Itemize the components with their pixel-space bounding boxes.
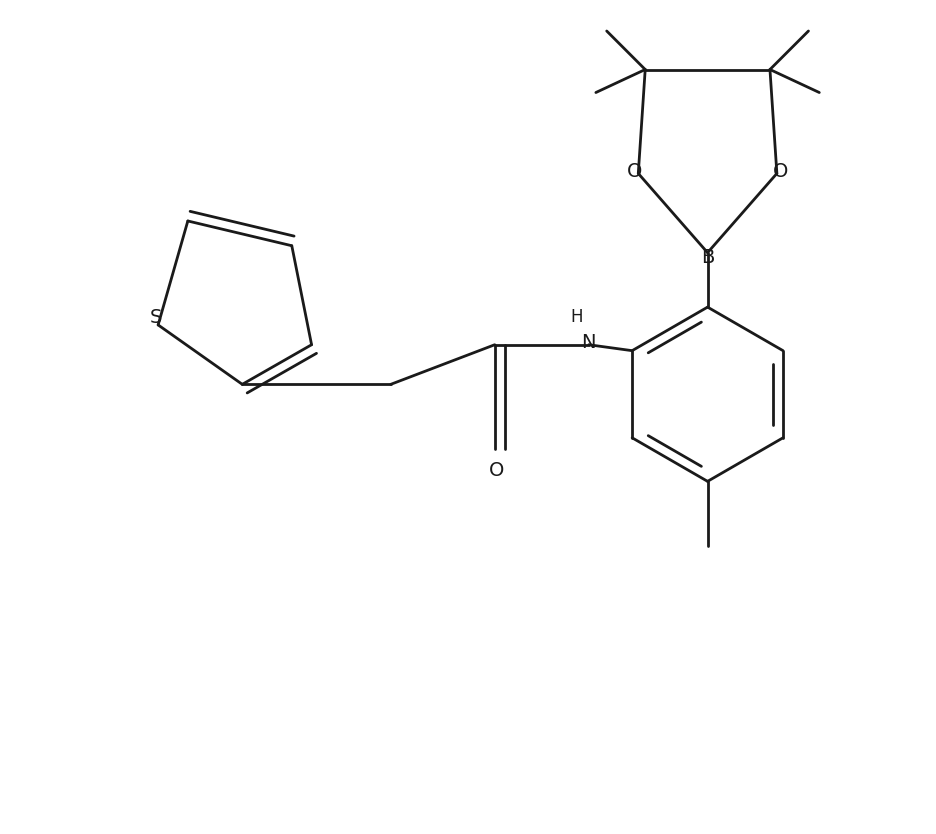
Text: S: S — [150, 308, 162, 326]
Text: H: H — [571, 308, 583, 326]
Text: O: O — [489, 461, 505, 480]
Text: B: B — [701, 248, 714, 267]
Text: N: N — [581, 334, 596, 352]
Text: O: O — [626, 162, 642, 181]
Text: O: O — [773, 162, 788, 181]
